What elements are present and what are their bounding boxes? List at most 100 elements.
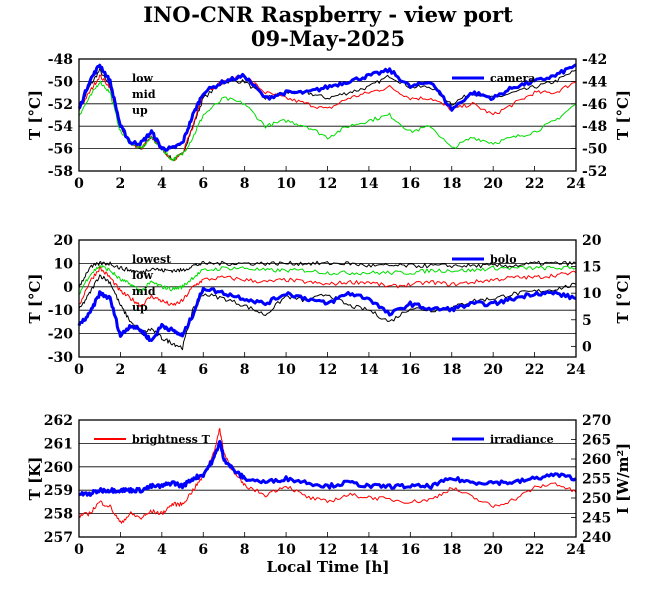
y2-tick-label: 245: [582, 511, 611, 527]
y-tick-label: 261: [44, 436, 73, 452]
y2-axis-label: I [W/m²]: [614, 443, 632, 514]
y-tick-label: -50: [48, 74, 74, 90]
x-tick-label: 24: [566, 176, 586, 192]
y2-tick-label: -50: [582, 142, 608, 158]
x-tick-label: 0: [74, 542, 84, 558]
y2-tick-label: 255: [582, 472, 611, 488]
y2-tick-label: -46: [582, 97, 607, 113]
x-tick-label: 4: [157, 176, 167, 192]
x-tick-label: 22: [525, 176, 544, 192]
y-tick-label: 20: [54, 233, 74, 249]
legend-label-left: low: [132, 269, 154, 282]
y2-tick-label: 0: [582, 339, 592, 355]
y-tick-label: 258: [44, 507, 73, 523]
x-tick-label: 14: [359, 362, 379, 378]
y-tick-label: 10: [54, 256, 74, 272]
x-tick-label: 24: [566, 542, 586, 558]
plot-frame: [78, 419, 577, 538]
legend-label-left: low: [132, 72, 154, 85]
x-axis-label: Local Time [h]: [267, 558, 390, 576]
x-tick-label: 10: [276, 362, 296, 378]
y-tick-label: -30: [48, 350, 74, 366]
x-tick-label: 2: [116, 176, 126, 192]
y-tick-label: -10: [48, 303, 74, 319]
x-tick-label: 16: [401, 542, 420, 558]
x-tick-label: 12: [318, 542, 337, 558]
legend-label-left: up: [132, 104, 148, 117]
x-tick-label: 0: [74, 362, 84, 378]
y2-tick-label: 15: [582, 260, 601, 276]
x-tick-label: 22: [525, 362, 544, 378]
legend-label-left: lowest: [132, 253, 172, 266]
series-line-bolo: [77, 286, 577, 342]
x-tick-label: 8: [240, 362, 250, 378]
y-tick-label: 259: [44, 483, 73, 499]
x-tick-label: 20: [483, 176, 503, 192]
y-axis-label: T [°C]: [26, 273, 44, 323]
x-tick-label: 16: [401, 176, 420, 192]
x-tick-label: 18: [442, 176, 461, 192]
y2-tick-label: -48: [582, 119, 607, 135]
y-tick-label: 260: [44, 460, 73, 476]
panel-3: 262 261 260 259 258 257 270 265 260 255 250 245 240 0…: [26, 413, 632, 558]
legend-label-left: brightness T: [132, 433, 211, 446]
y2-tick-label: -52: [582, 164, 607, 180]
y-tick-label: -20: [48, 327, 74, 343]
x-tick-label: 6: [198, 176, 208, 192]
x-tick-label: 4: [157, 542, 167, 558]
y2-tick-label: 20: [582, 233, 602, 249]
series-line-up: [78, 260, 577, 289]
y2-tick-label: -44: [582, 74, 608, 90]
y2-tick-label: 270: [582, 413, 611, 429]
y-axis-label: T [°C]: [26, 90, 44, 140]
plots-group: -48-50-52-54-56-58-42-44-46-48-50-520 2 4 6…: [26, 52, 632, 558]
x-tick-label: 2: [116, 542, 126, 558]
x-tick-label: 18: [442, 542, 461, 558]
chart-subtitle: 09-May-2025: [251, 26, 405, 51]
x-tick-label: 10: [276, 176, 296, 192]
series-line-mid: [79, 265, 577, 295]
x-tick-label: 8: [240, 542, 250, 558]
y-tick-label: -56: [48, 142, 73, 158]
y2-tick-label: 250: [582, 491, 611, 507]
series-line-camera: [77, 63, 577, 152]
y-tick-label: -58: [48, 164, 73, 180]
y-axis-label: T [K]: [26, 457, 44, 501]
y-tick-label: 0: [63, 280, 73, 296]
y2-tick-label: 260: [582, 452, 611, 468]
plot-frame: [78, 58, 577, 172]
y-tick-label: 262: [44, 413, 73, 429]
x-tick-label: 12: [318, 362, 337, 378]
series-line-low: [78, 266, 577, 308]
x-tick-label: 14: [359, 542, 379, 558]
y2-axis-label: T [°C]: [614, 273, 632, 323]
x-tick-label: 8: [240, 176, 250, 192]
x-tick-label: 2: [116, 362, 126, 378]
legend-label-left: mid: [132, 88, 156, 101]
x-tick-label: 12: [318, 176, 337, 192]
y2-tick-label: 5: [582, 313, 592, 329]
y2-axis-label: T [°C]: [614, 90, 632, 140]
x-tick-label: 18: [442, 362, 461, 378]
legend-label-right: irradiance: [490, 433, 554, 446]
x-tick-label: 16: [401, 362, 420, 378]
chart-title: INO-CNR Raspberry - view port: [143, 2, 513, 27]
legend-label-left: up: [132, 301, 148, 314]
x-tick-label: 4: [157, 362, 167, 378]
y2-tick-label: 10: [582, 286, 602, 302]
y-tick-label: -52: [48, 97, 73, 113]
x-tick-label: 0: [74, 176, 84, 192]
x-tick-label: 20: [483, 362, 503, 378]
y-tick-label: -54: [48, 119, 74, 135]
x-tick-label: 24: [566, 362, 586, 378]
plot-frame: [78, 239, 577, 358]
y-tick-label: -48: [48, 52, 73, 68]
y2-tick-label: 265: [582, 433, 611, 449]
series-line-irradiance: [78, 439, 577, 497]
legend-label-left: mid: [132, 285, 156, 298]
x-tick-label: 6: [198, 362, 208, 378]
y2-tick-label: 240: [582, 530, 611, 546]
x-tick-label: 6: [198, 542, 208, 558]
